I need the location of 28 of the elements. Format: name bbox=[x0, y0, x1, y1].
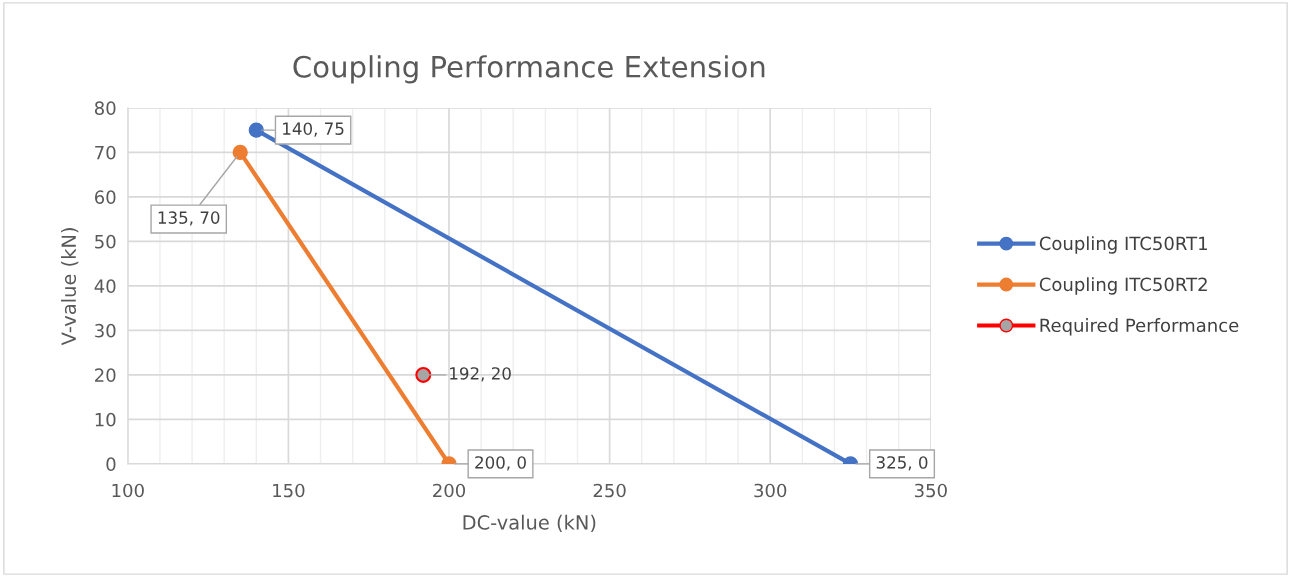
y-tick-label: 0 bbox=[106, 457, 116, 472]
data-label: 325, 0 bbox=[876, 456, 928, 471]
x-tick-label: 250 bbox=[593, 483, 626, 498]
chart-title: Coupling Performance Extension bbox=[293, 55, 765, 84]
y-tick-label: 70 bbox=[95, 145, 116, 160]
y-tick-label: 60 bbox=[94, 190, 116, 205]
y-tick-label: 50 bbox=[95, 234, 116, 249]
x-tick-label: 300 bbox=[754, 483, 787, 498]
data-label: 135, 70 bbox=[158, 211, 220, 226]
x-tick-label: 150 bbox=[273, 483, 305, 498]
x-tick-label: 200 bbox=[433, 483, 466, 498]
y-tick-label: 80 bbox=[94, 101, 116, 116]
point bbox=[248, 122, 264, 138]
y-tick-label: 10 bbox=[95, 412, 116, 427]
x-tick-label: 100 bbox=[112, 483, 144, 498]
legend-label: Required Performance bbox=[1040, 318, 1239, 336]
y-tick-label: 40 bbox=[94, 279, 116, 294]
x-tick-label: 350 bbox=[914, 483, 947, 498]
legend-label: Coupling ITC50RT1 bbox=[1039, 236, 1207, 254]
data-label: 140, 75 bbox=[283, 122, 344, 137]
y-tick-label: 30 bbox=[95, 323, 116, 338]
y-axis-title: V-value (kN) bbox=[61, 228, 79, 346]
x-axis-title: DC-value (kN) bbox=[463, 514, 596, 533]
y-tick-label: 20 bbox=[95, 368, 116, 383]
data-label: 192, 20 bbox=[450, 367, 511, 382]
point bbox=[232, 144, 248, 161]
data-label: 200, 0 bbox=[475, 456, 526, 471]
legend-label: Coupling ITC50RT2 bbox=[1039, 277, 1207, 295]
